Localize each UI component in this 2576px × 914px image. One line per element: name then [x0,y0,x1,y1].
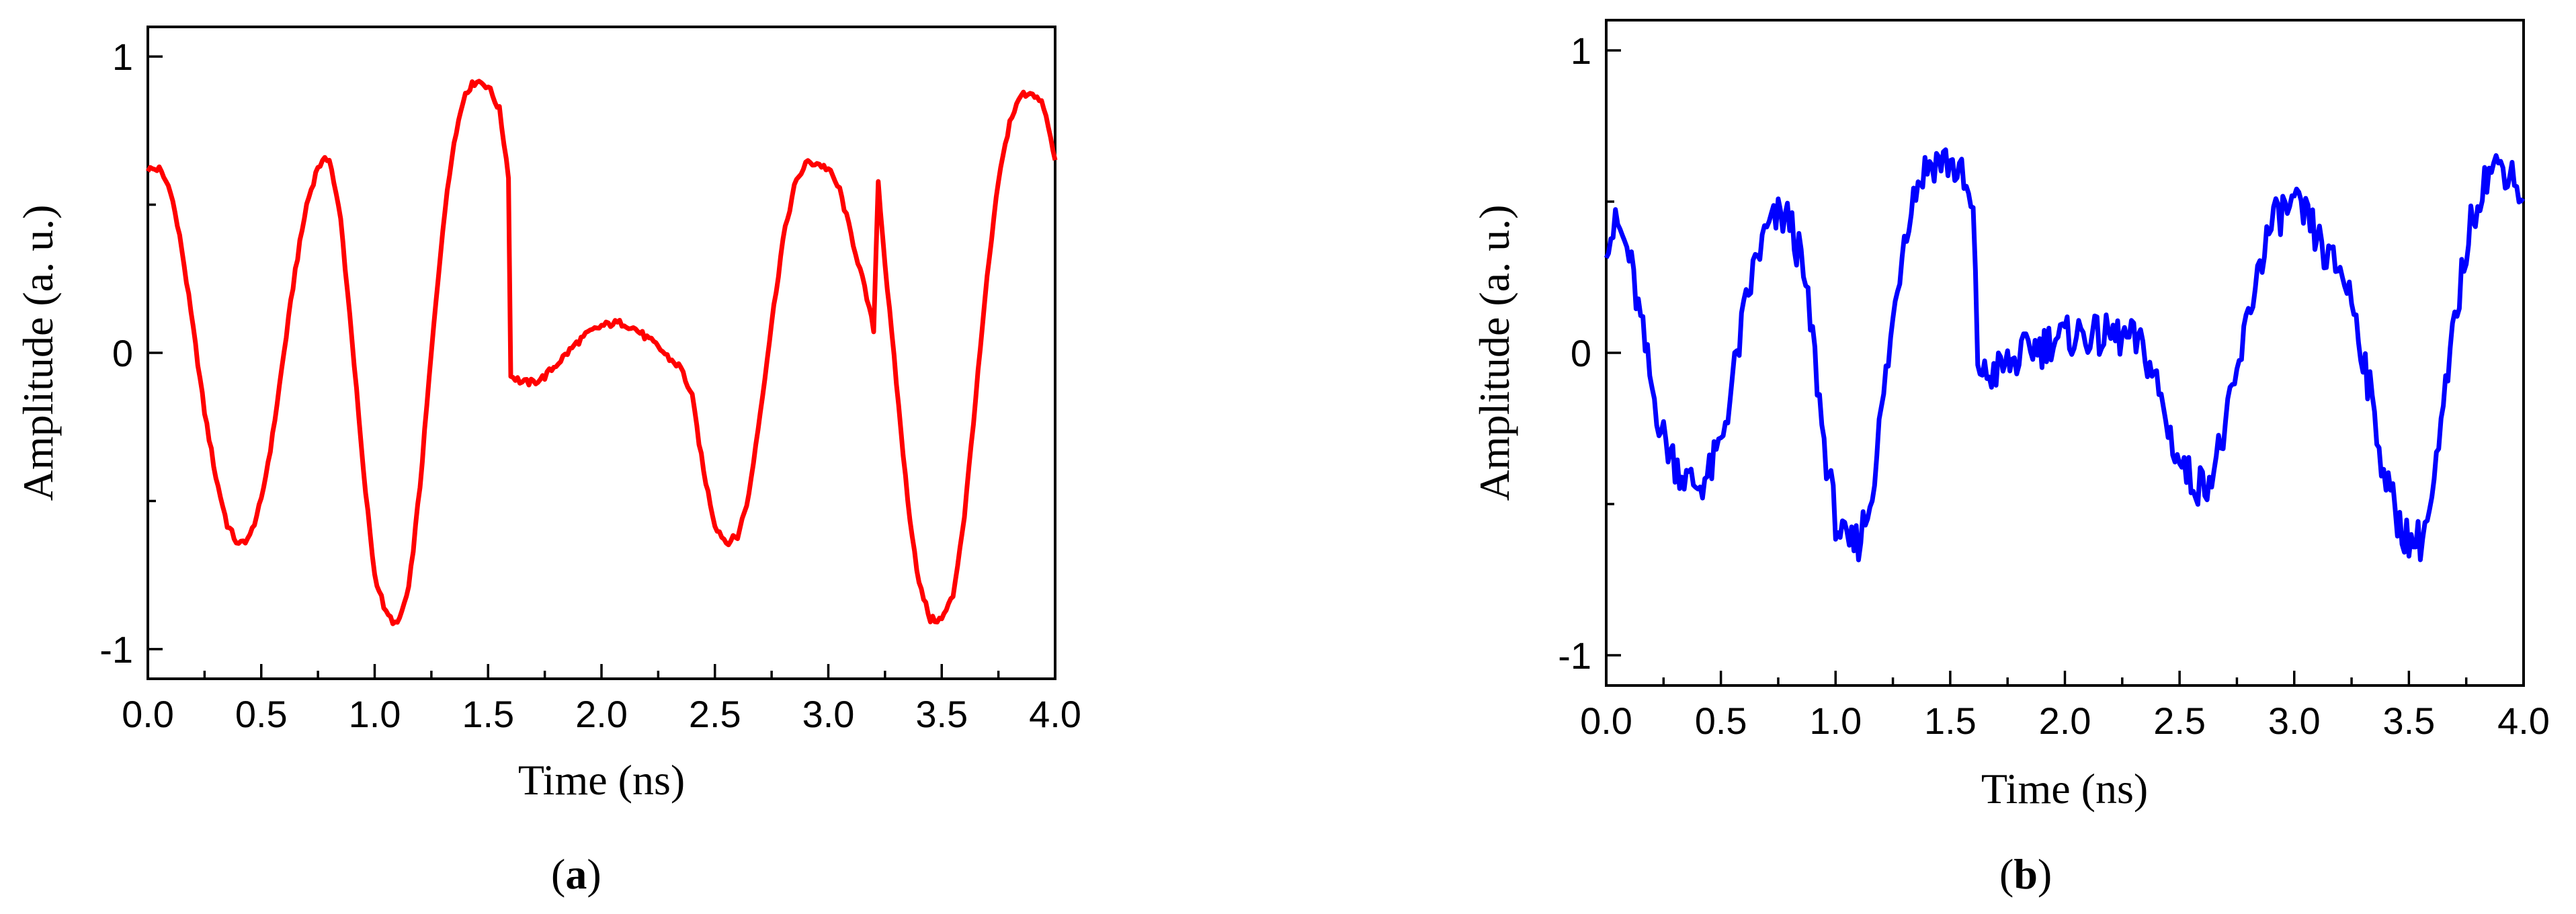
x-tick-label: 2.0 [575,693,628,735]
chart-panel-a: 0.0 0.5 1.0 1.5 2.0 2.5 3.0 3.5 4.0 -1 0 1 Time (n… [14,26,1081,898]
x-tick-label: 0.0 [1580,700,1632,742]
y-ticks-b: -1 0 1 [1558,30,1621,677]
x-axis-title-b: Time (ns) [1981,765,2148,813]
y-tick-label: 0 [1571,332,1591,374]
x-tick-label: 3.0 [802,693,855,735]
panel-label-a: (a) [551,850,601,898]
x-tick-label: 2.0 [2039,700,2091,742]
y-axis-title-b: Amplitude (a. u.) [1470,205,1518,501]
x-tick-label: 2.5 [2153,700,2206,742]
x-tick-label: 1.5 [462,693,514,735]
x-tick-label: 3.5 [915,693,968,735]
x-tick-label: 0.5 [1695,700,1747,742]
x-tick-label: 4.0 [1029,693,1081,735]
x-tick-label: 2.5 [689,693,741,735]
y-axis-title-a: Amplitude (a. u.) [14,205,62,501]
x-tick-label: 1.0 [349,693,401,735]
x-tick-label: 0.0 [122,693,174,735]
panel-label-b: (b) [1999,850,2052,898]
x-tick-label: 1.5 [1924,700,1977,742]
plot-frame-b [1605,19,2525,687]
series-line-a [145,79,1058,626]
x-tick-label: 3.5 [2382,700,2435,742]
chart-panel-b: 0.0 0.5 1.0 1.5 2.0 2.5 3.0 3.5 4.0 -1 0 1 Time (n… [1470,19,2550,898]
x-tick-label: 3.0 [2268,700,2321,742]
y-tick-label: 1 [1571,30,1591,72]
y-tick-label: -1 [99,628,133,671]
x-axis-title-a: Time (ns) [518,756,685,804]
x-ticks-b: 0.0 0.5 1.0 1.5 2.0 2.5 3.0 3.5 4.0 [1580,671,2550,742]
y-ticks-a: -1 0 1 [99,36,163,671]
y-tick-label: -1 [1558,634,1591,677]
series-line-b [1604,147,2526,563]
y-tick-label: 1 [112,36,133,78]
y-tick-label: 0 [112,332,133,374]
x-tick-label: 0.5 [235,693,288,735]
x-ticks-a: 0.0 0.5 1.0 1.5 2.0 2.5 3.0 3.5 4.0 [122,664,1081,735]
x-tick-label: 4.0 [2497,700,2550,742]
x-tick-label: 1.0 [1809,700,1862,742]
